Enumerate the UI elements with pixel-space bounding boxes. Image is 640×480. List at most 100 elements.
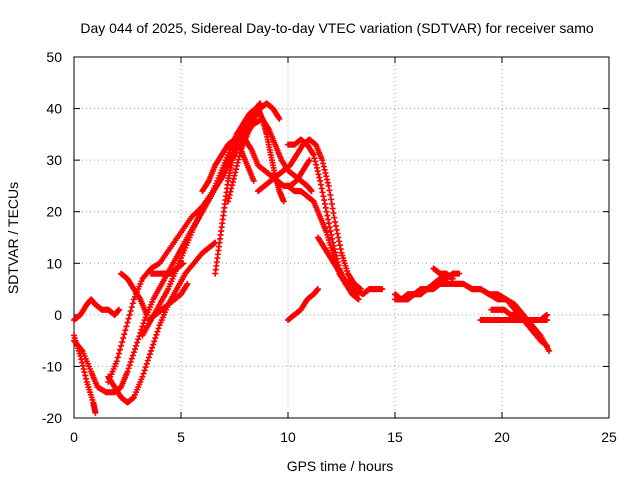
data-point	[79, 362, 86, 369]
data-point	[142, 364, 149, 371]
data-point	[141, 367, 148, 374]
data-point	[321, 166, 328, 173]
data-point	[328, 196, 335, 203]
data-point	[332, 222, 339, 229]
data-point	[229, 182, 236, 189]
data-point	[133, 342, 140, 349]
x-tick-label: 0	[70, 429, 78, 445]
data-point	[325, 216, 332, 223]
plot-frame	[73, 56, 610, 419]
data-point	[78, 356, 85, 363]
data-point	[115, 350, 122, 357]
series-track-20	[430, 265, 456, 282]
y-tick-label: 40	[46, 101, 62, 117]
data-point	[329, 205, 336, 212]
data-point	[117, 346, 124, 353]
data-point	[320, 163, 327, 170]
data-point	[324, 176, 331, 183]
data-point	[543, 317, 550, 324]
data-point	[316, 174, 323, 181]
data-point	[276, 115, 283, 122]
data-point	[337, 246, 344, 253]
data-point	[543, 311, 550, 318]
data-point	[139, 373, 146, 380]
data-point	[332, 219, 339, 226]
data-point	[314, 168, 321, 175]
data-point	[321, 197, 328, 204]
data-point	[449, 275, 456, 282]
data-point	[151, 338, 158, 345]
data-point	[306, 157, 313, 164]
data-point	[328, 200, 335, 207]
data-point	[126, 362, 133, 369]
series-track-24	[477, 311, 550, 324]
series-track-8	[145, 280, 191, 324]
data-point	[331, 214, 338, 221]
chart-title: Day 044 of 2025, Sidereal Day-to-day VTE…	[80, 20, 593, 36]
data-point	[319, 157, 326, 164]
data-point	[80, 366, 87, 373]
data-point	[310, 151, 317, 158]
data-point	[129, 300, 136, 307]
data-point	[83, 375, 90, 382]
data-point	[336, 242, 343, 249]
data-point	[320, 160, 327, 167]
data-point	[149, 344, 156, 351]
data-point	[140, 320, 147, 327]
data-point	[155, 325, 162, 332]
data-point	[280, 198, 287, 205]
y-tick-label: 20	[46, 204, 62, 220]
data-point	[320, 193, 327, 200]
data-point	[323, 173, 330, 180]
data-point	[184, 280, 191, 287]
x-tick-label: 25	[601, 429, 617, 445]
data-point	[234, 159, 241, 166]
y-tick-label: 50	[46, 49, 62, 65]
data-point	[324, 179, 331, 186]
data-point	[456, 270, 463, 277]
data-point	[327, 191, 334, 198]
data-point	[225, 198, 232, 205]
y-axis-ticks: -20 -10 0 10 20 30 40 50	[42, 49, 609, 426]
data-point	[129, 352, 136, 359]
data-point	[336, 238, 343, 245]
data-point	[115, 306, 122, 313]
data-point	[315, 171, 322, 178]
data-point	[233, 166, 240, 173]
data-point	[230, 175, 237, 182]
data-point	[145, 354, 152, 361]
data-point	[122, 327, 129, 334]
x-tick-label: 15	[387, 429, 403, 445]
data-point	[127, 307, 134, 314]
data-point	[135, 336, 142, 343]
data-point	[148, 347, 155, 354]
data-point	[313, 164, 320, 171]
data-point	[335, 234, 342, 241]
data-point	[118, 342, 125, 349]
data-point	[317, 177, 324, 184]
series-track-12	[225, 100, 283, 205]
data-point	[319, 189, 326, 196]
series-track-17	[285, 286, 321, 324]
y-tick-label: -10	[42, 358, 62, 374]
data-point	[323, 208, 330, 215]
series-track-21	[443, 280, 550, 349]
data-point	[330, 210, 337, 217]
y-tick-label: 10	[46, 255, 62, 271]
data-point	[227, 188, 234, 195]
y-axis-label: SDTVAR / TECUs	[5, 182, 21, 294]
data-point	[128, 304, 135, 311]
data-point	[229, 179, 236, 186]
data-point	[379, 286, 386, 293]
data-point	[226, 191, 233, 198]
data-point	[326, 187, 333, 194]
series-track-4	[105, 239, 219, 406]
data-point	[321, 200, 328, 207]
data-point	[146, 351, 153, 358]
series-track-9	[148, 260, 187, 277]
data-point	[228, 185, 235, 192]
y-tick-label: 0	[54, 307, 62, 323]
data-point	[114, 354, 121, 361]
data-point	[123, 323, 130, 330]
data-point	[317, 181, 324, 188]
